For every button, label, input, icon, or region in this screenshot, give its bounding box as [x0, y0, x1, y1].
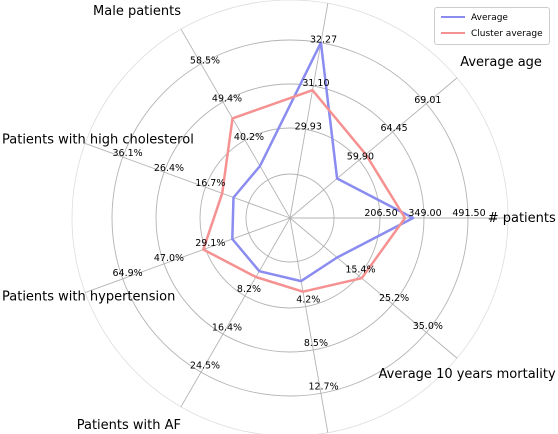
tick-label: 26.4%: [154, 163, 184, 174]
spoke-male-patients: [180, 28, 291, 219]
tick-label: 64.9%: [113, 268, 143, 279]
tick-label: 49.4%: [212, 94, 242, 105]
tick-label: 12.7%: [308, 381, 338, 392]
tick-label: 69.01: [414, 95, 441, 106]
tick-label: 16.4%: [212, 322, 242, 333]
tick-label: 58.5%: [190, 56, 220, 67]
tick-label: 47.0%: [154, 253, 184, 264]
tick-label: 15.4%: [345, 265, 375, 276]
tick-label: 8.2%: [237, 284, 261, 295]
axis-label-patients-with-af: Patients with AF: [77, 418, 181, 433]
legend-label-cluster-average: Cluster average: [471, 29, 543, 39]
axis-label-patients: # patients: [488, 211, 556, 226]
tick-label: 64.45: [381, 123, 408, 134]
tick-label: 24.5%: [190, 360, 220, 371]
series-line-cluster-average: [202, 88, 407, 293]
legend: Average Cluster average: [434, 7, 550, 45]
tick-label: 59.90: [347, 151, 374, 162]
tick-label: 16.7%: [195, 178, 225, 189]
radar-tick-labels: 206.50 349.00 491.50 59.90 64.45 69.01 29.93 31…: [113, 35, 486, 393]
spoke-average-10-years-mortality: [289, 217, 458, 359]
legend-label-average: Average: [471, 13, 508, 23]
tick-label: 40.2%: [234, 132, 264, 143]
spoke-average-bmi: [289, 3, 329, 219]
tick-label: 349.00: [408, 208, 441, 219]
tick-label: 4.2%: [296, 295, 320, 306]
axis-label-male-patients: Male patients: [93, 4, 181, 19]
tick-label: 8.5%: [304, 338, 328, 349]
legend-item-cluster-average: Cluster average: [441, 28, 543, 40]
tick-label: 36.1%: [113, 148, 143, 159]
tick-label: 29.1%: [195, 238, 225, 249]
radar-series: [202, 41, 415, 293]
spoke-patients-with-high-cholesterol: [84, 143, 291, 219]
legend-swatch-cluster-average: [441, 31, 465, 34]
tick-label: 35.0%: [413, 321, 443, 332]
tick-label: 206.50: [364, 208, 397, 219]
tick-label: 491.50: [452, 208, 485, 219]
spoke-average-age: [289, 77, 458, 219]
spoke-patients-with-ckd: [289, 217, 329, 433]
legend-item-average: Average: [441, 12, 508, 24]
axis-label-average-10-years-mortality: Average 10 years mortality: [379, 367, 556, 382]
tick-label: 32.27: [310, 35, 337, 46]
spoke-patients-with-af: [180, 217, 291, 408]
axis-label-average-age: Average age: [460, 55, 542, 70]
tick-label: 29.93: [295, 121, 322, 132]
legend-swatch-average: [441, 15, 465, 18]
radar-spokes: [84, 3, 508, 433]
tick-label: 25.2%: [379, 293, 409, 304]
spoke-patients-with-hypertension: [84, 217, 291, 293]
axis-label-patients-with-hypertension: Patients with hypertension: [2, 290, 175, 305]
tick-label: 31.10: [302, 78, 329, 89]
axis-label-patients-with-high-cholesterol: Patients with high cholesterol: [2, 132, 194, 147]
